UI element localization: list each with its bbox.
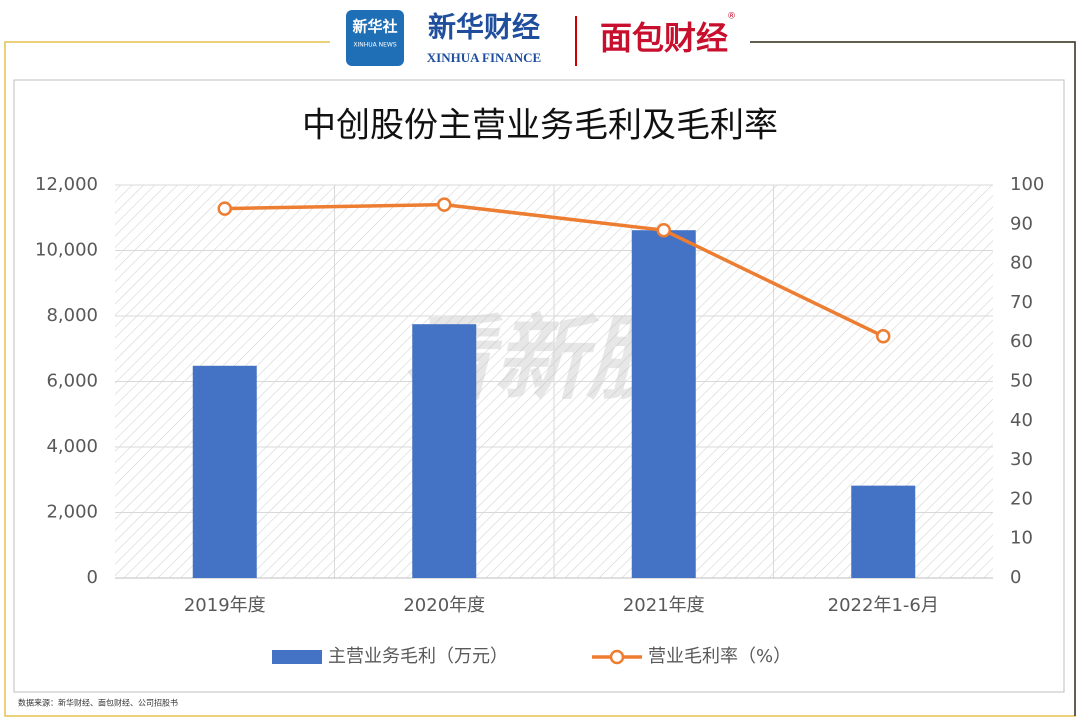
bar xyxy=(631,230,696,578)
logo-badge xyxy=(346,10,404,66)
logo-en: XINHUA NEWS xyxy=(353,42,396,49)
line xyxy=(224,202,885,338)
chart-title: 中创股份主营业务毛利及毛利率 xyxy=(302,106,778,146)
y2-tick-label: 80 xyxy=(1010,253,1033,274)
y2-tick-label: 20 xyxy=(1010,488,1033,509)
line-point xyxy=(656,222,671,238)
y2-tick-label: 40 xyxy=(1010,410,1033,431)
x-tick-label: 2019年度 xyxy=(184,595,266,616)
bar xyxy=(851,485,916,578)
legend-swatch xyxy=(272,650,322,664)
y2-tick-label: 30 xyxy=(1010,449,1033,470)
bar xyxy=(192,365,257,578)
source: 数据来源：新华财经、面包财经、公司招股书 xyxy=(18,698,178,708)
brand-cn: 新华财经 xyxy=(428,10,540,43)
y-tick-label: 6,000 xyxy=(46,371,98,392)
x-tick-label: 2021年度 xyxy=(623,595,705,616)
registered: ® xyxy=(727,12,736,22)
y-tick-label: 12,000 xyxy=(35,174,98,195)
line-point xyxy=(876,329,891,344)
y2-tick-label: 10 xyxy=(1010,528,1033,549)
y-tick-label: 4,000 xyxy=(46,436,98,457)
y-tick-label: 10,000 xyxy=(35,240,98,261)
partner: 面包财经 xyxy=(600,19,728,57)
legend-marker xyxy=(609,649,625,665)
y2-tick-label: 90 xyxy=(1010,213,1033,234)
y2-tick-label: 0 xyxy=(1010,567,1021,588)
bar xyxy=(412,324,477,578)
line-point xyxy=(217,201,232,216)
y2-tick-label: 70 xyxy=(1010,292,1033,313)
x-tick-label: 2020年度 xyxy=(403,595,485,616)
logo-cn: 新华社 xyxy=(352,18,397,36)
x-tick-label: 2022年1-6月 xyxy=(828,595,939,616)
outer-frame-dark xyxy=(750,41,1076,716)
y-tick-label: 0 xyxy=(87,567,98,588)
y2-tick-label: 60 xyxy=(1010,331,1033,352)
legend-label: 营业毛利率（%） xyxy=(648,646,791,667)
y2-tick-label: 100 xyxy=(1010,174,1044,195)
brand-en: XINHUA FINANCE xyxy=(427,50,541,65)
y-tick-label: 2,000 xyxy=(46,502,98,523)
y-tick-label: 8,000 xyxy=(46,305,98,326)
line-point xyxy=(437,197,452,212)
y2-tick-label: 50 xyxy=(1010,371,1033,392)
legend-label: 主营业务毛利（万元） xyxy=(328,646,508,667)
